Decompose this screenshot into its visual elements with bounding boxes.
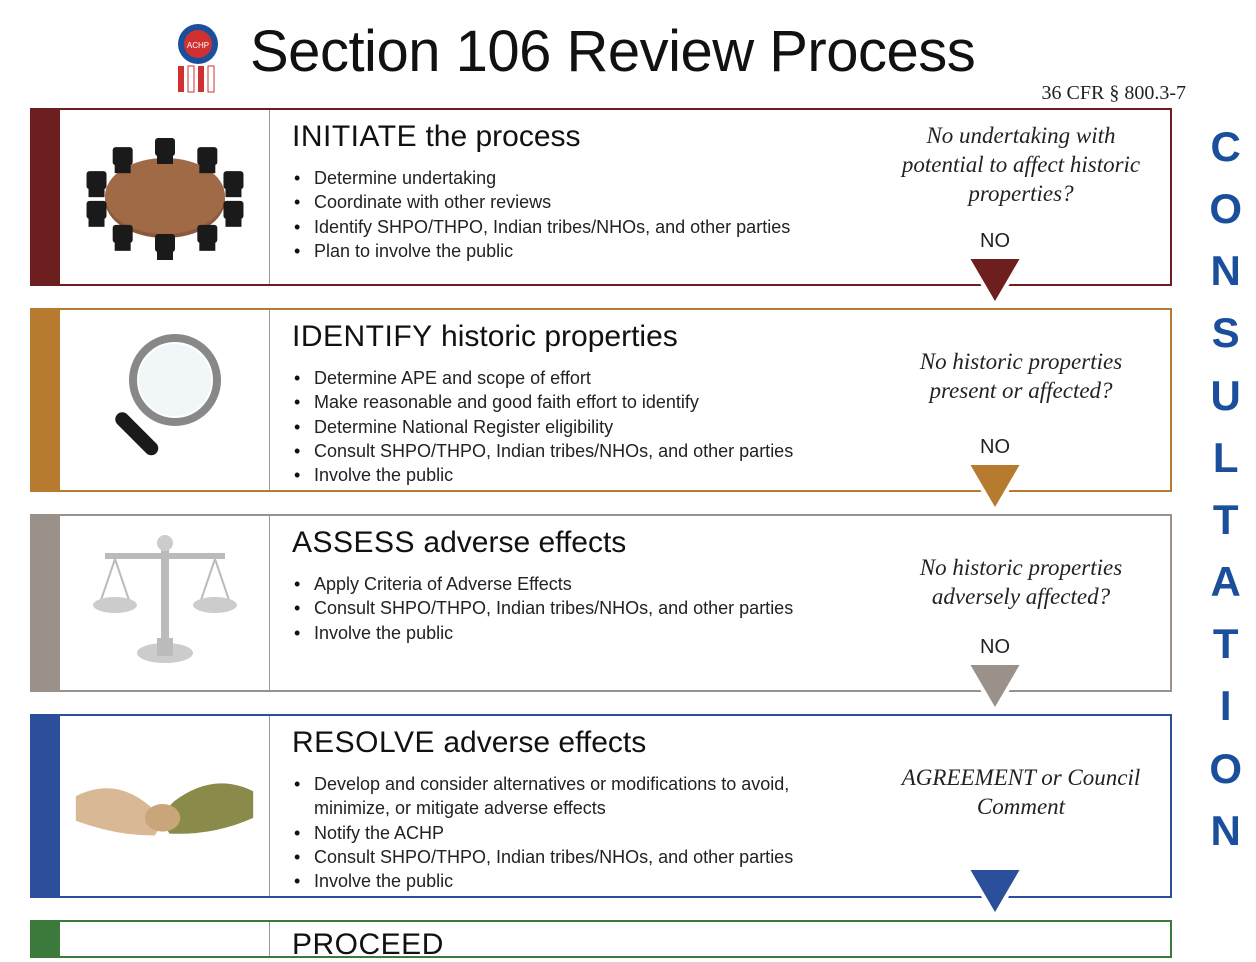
step-image-placeholder [60,922,270,956]
bullet-item: Coordinate with other reviews [314,190,858,214]
arrow-resolve [955,866,1035,920]
bullet-item: Determine APE and scope of effort [314,366,858,390]
step-icon-handshake [60,716,270,896]
consultation-letter: U [1210,365,1242,427]
step-heading: RESOLVE adverse effects [292,726,858,760]
bullet-item: Make reasonable and good faith effort to… [314,390,858,414]
step-icon-scales [60,516,270,690]
bullet-item: Identify SHPO/THPO, Indian tribes/NHOs, … [314,215,858,239]
down-arrow-icon [963,255,1027,309]
citation-subtitle: 36 CFR § 800.3-7 [1042,82,1186,105]
arrow-initiate: NO [955,230,1035,309]
bullet-item: Determine National Register eligibility [314,415,858,439]
step-text-block: ASSESS adverse effects Apply Criteria of… [270,516,880,690]
bullet-item: Apply Criteria of Adverse Effects [314,572,858,596]
accent-bar [32,922,60,956]
bullet-item: Determine undertaking [314,166,858,190]
achp-logo-icon: ACHP [170,22,226,94]
step-bullets: Develop and consider alternatives or mod… [292,772,858,893]
svg-text:ACHP: ACHP [187,41,209,50]
bullet-item: Develop and consider alternatives or mod… [314,772,858,821]
bullet-item: Consult SHPO/THPO, Indian tribes/NHOs, a… [314,845,858,869]
step-icon-round-table [60,110,270,284]
proceed-heading: PROCEED [270,922,1170,956]
consultation-vertical-label: CONSULTATION [1209,116,1244,862]
bullet-item: Notify the ACHP [314,821,858,845]
consultation-letter: A [1210,551,1242,613]
consultation-letter: N [1210,800,1242,862]
down-arrow-icon [963,866,1027,920]
step-bullets: Apply Criteria of Adverse EffectsConsult… [292,572,858,645]
arrow-assess: NO [955,636,1035,715]
bullet-item: Consult SHPO/THPO, Indian tribes/NHOs, a… [314,596,858,620]
step-bullets: Determine undertakingCoordinate with oth… [292,166,858,263]
bullet-item: Involve the public [314,621,858,645]
arrow-label: NO [955,230,1035,253]
step-text-block: IDENTIFY historic properties Determine A… [270,310,880,490]
consultation-letter: O [1209,738,1244,800]
consultation-letter: C [1210,116,1242,178]
step-text-block: RESOLVE adverse effects Develop and cons… [270,716,880,896]
consultation-letter: I [1220,675,1234,737]
arrow-label: NO [955,636,1035,659]
step-icon-magnifier [60,310,270,490]
consultation-letter: T [1213,489,1241,551]
down-arrow-icon [963,661,1027,715]
step-heading: ASSESS adverse effects [292,526,858,560]
page-title: Section 106 Review Process [250,18,975,85]
consultation-letter: S [1212,302,1242,364]
bullet-item: Involve the public [314,869,858,893]
step-text-block: INITIATE the process Determine undertaki… [270,110,880,284]
accent-bar [32,716,60,896]
step-heading: INITIATE the process [292,120,858,154]
step-bullets: Determine APE and scope of effortMake re… [292,366,858,487]
accent-bar [32,516,60,690]
bullet-item: Consult SHPO/THPO, Indian tribes/NHOs, a… [314,439,858,463]
arrow-identify: NO [955,436,1035,515]
consultation-letter: N [1210,240,1242,302]
header: ACHP Section 106 Review Process 36 CFR §… [0,0,1256,93]
down-arrow-icon [963,461,1027,515]
consultation-letter: L [1213,427,1241,489]
consultation-letter: T [1213,613,1241,675]
step-proceed: PROCEED [30,920,1172,958]
consultation-letter: O [1209,178,1244,240]
arrow-label: NO [955,436,1035,459]
accent-bar [32,110,60,284]
bullet-item: Involve the public [314,463,858,487]
accent-bar [32,310,60,490]
step-heading: IDENTIFY historic properties [292,320,858,354]
bullet-item: Plan to involve the public [314,239,858,263]
